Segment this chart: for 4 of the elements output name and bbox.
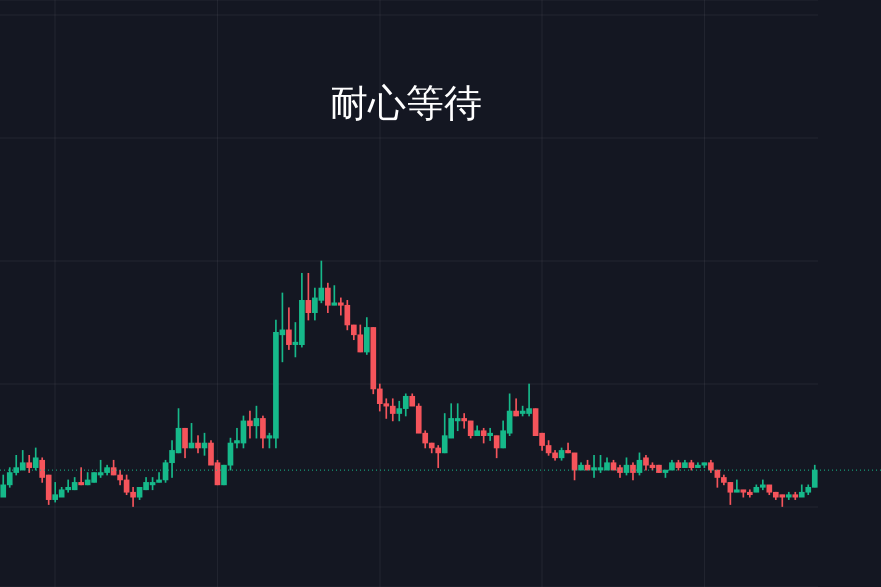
chart-title: 耐心等待	[329, 80, 483, 127]
candlestick	[188, 423, 194, 448]
candlestick	[247, 410, 253, 438]
candlestick	[254, 406, 260, 438]
